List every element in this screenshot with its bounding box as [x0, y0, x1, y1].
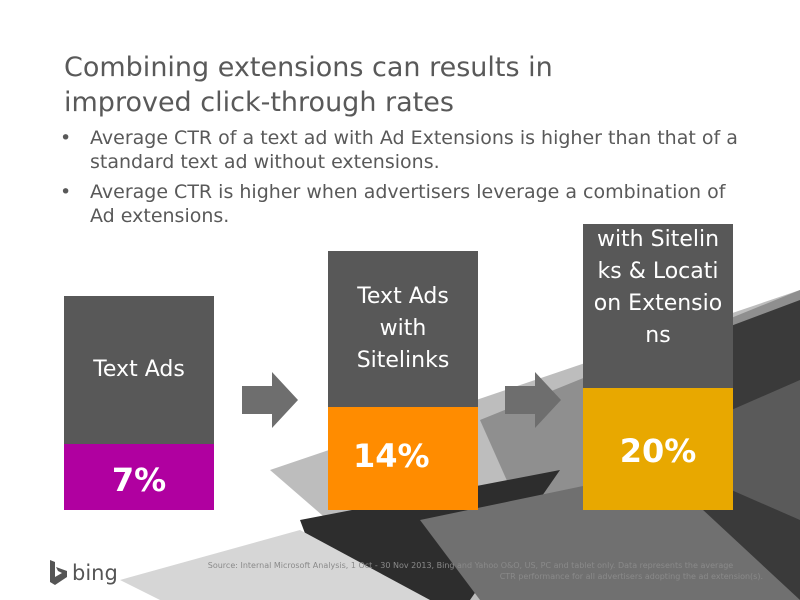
arrow-right-icon [242, 372, 298, 428]
column-label: Text Ads [93, 357, 185, 382]
bullet-item: • Average CTR of a text ad with Ad Exten… [60, 126, 740, 174]
slide-title: Combining extensions can results in impr… [64, 50, 764, 120]
arrow-right-icon [505, 372, 561, 428]
column-value-sitelinks-location: 20% [583, 388, 733, 510]
column-label: with Sitelinks & Location Extensions [593, 227, 723, 348]
bullet-text: Average CTR is higher when advertisers l… [90, 181, 726, 227]
column-value: 14% [353, 437, 430, 475]
source-line-1: Source: Internal Microsoft Analysis, 1 O… [207, 561, 734, 570]
column-value-text-ads: 7% [64, 444, 214, 510]
column-label-sitelinks-location: with Sitelinks & Location Extensions [583, 224, 733, 388]
source-line-2: CTR performance for all advertisers adop… [499, 572, 763, 581]
column-value: 20% [619, 432, 697, 470]
column-label-text-ads: Text Ads [64, 296, 214, 444]
bullet-glyph: • [60, 127, 72, 149]
column-value-text-ads-sitelinks: 14% [328, 407, 478, 510]
bg-shape-left [120, 530, 430, 600]
bullet-list: • Average CTR of a text ad with Ad Exten… [60, 126, 740, 234]
bullet-item: • Average CTR is higher when advertisers… [60, 180, 740, 228]
bing-logo-text: bing [72, 561, 118, 585]
bing-b-icon [50, 560, 67, 585]
bg-shape-grey [420, 470, 800, 600]
column-label-text-ads-sitelinks: Text Ads with Sitelinks [328, 251, 478, 407]
bullet-glyph: • [60, 181, 72, 203]
bing-logo: bing [48, 560, 118, 586]
title-line-2: improved click-through rates [64, 87, 454, 118]
title-line-1: Combining extensions can results in [64, 52, 553, 83]
source-note: Source: Internal Microsoft Analysis, 1 O… [178, 560, 763, 582]
column-value: 7% [111, 461, 167, 499]
column-label: Text Ads with Sitelinks [356, 284, 450, 373]
bullet-text: Average CTR of a text ad with Ad Extensi… [90, 127, 738, 173]
